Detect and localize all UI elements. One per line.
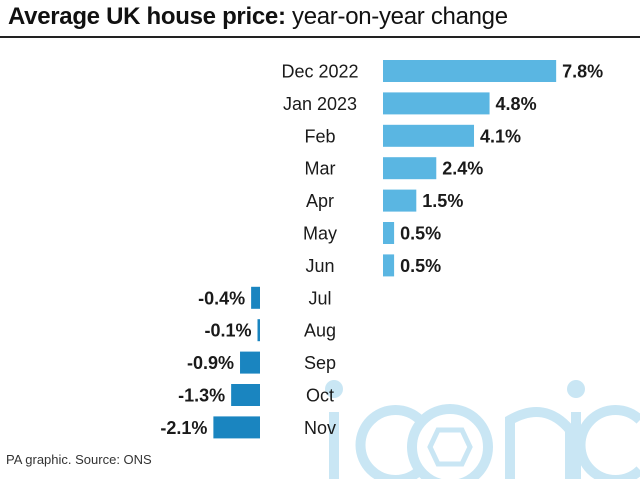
value-label: -0.4% — [198, 288, 245, 308]
bar — [383, 254, 395, 277]
value-label: 0.5% — [400, 256, 441, 276]
value-label: -0.1% — [204, 321, 251, 341]
value-label: 4.8% — [496, 94, 537, 114]
category-label: Mar — [305, 159, 336, 179]
value-label: 2.4% — [442, 159, 483, 179]
category-label: Jun — [305, 256, 334, 276]
category-label: Apr — [306, 191, 334, 211]
bar — [383, 189, 417, 212]
value-label: -2.1% — [160, 418, 207, 438]
bar — [231, 384, 260, 406]
category-label: Nov — [304, 418, 336, 438]
category-label: Aug — [304, 321, 336, 341]
category-label: Sep — [304, 353, 336, 373]
title-rest: year-on-year change — [285, 3, 508, 30]
value-label: -1.3% — [178, 386, 225, 406]
chart-title: Average UK house price: year-on-year cha… — [8, 3, 508, 31]
category-label: Dec 2022 — [281, 62, 358, 82]
bar — [383, 124, 475, 147]
bar — [383, 92, 490, 115]
value-label: 7.8% — [562, 62, 603, 82]
bar — [383, 222, 395, 244]
bar — [213, 416, 260, 439]
category-label: Jul — [308, 288, 331, 308]
value-label: 1.5% — [422, 191, 463, 211]
category-label: Jan 2023 — [283, 94, 357, 114]
value-label: -0.9% — [187, 353, 234, 373]
category-label: Feb — [304, 126, 335, 146]
category-label: May — [303, 224, 337, 244]
value-label: 4.1% — [480, 126, 521, 146]
bar — [383, 157, 437, 180]
bar — [383, 60, 557, 82]
source-note: PA graphic. Source: ONS — [6, 452, 152, 467]
title-bold: Average UK house price: — [8, 3, 286, 30]
bar — [257, 319, 260, 342]
title-rule — [0, 36, 640, 38]
bar — [240, 351, 260, 374]
bar — [251, 286, 260, 309]
category-label: Oct — [306, 386, 334, 406]
value-label: 0.5% — [400, 224, 441, 244]
